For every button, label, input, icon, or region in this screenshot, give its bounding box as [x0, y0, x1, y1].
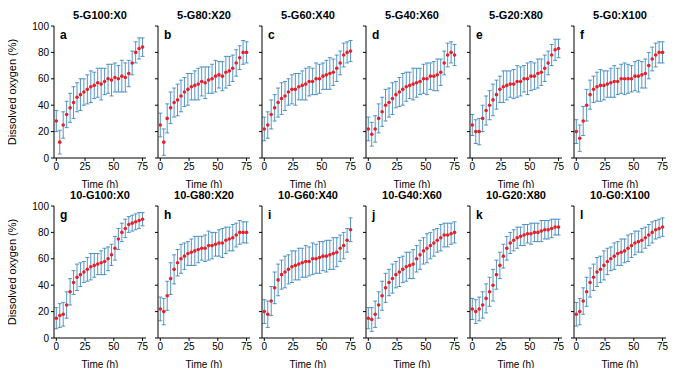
svg-text:0: 0 [43, 333, 49, 344]
svg-text:0: 0 [158, 161, 164, 172]
svg-text:25: 25 [599, 161, 611, 172]
html-text:10-G60:X40: 10-G60:X40 [278, 189, 338, 201]
svg-text:75: 75 [553, 161, 565, 172]
html-text:10-G0:X100: 10-G0:X100 [590, 189, 650, 201]
svg-text:Time (h): Time (h) [394, 359, 431, 368]
svg-text:0: 0 [574, 161, 580, 172]
svg-text:75: 75 [449, 161, 461, 172]
html-text:e: e [476, 28, 483, 42]
html-text:k: k [476, 208, 483, 222]
svg-text:0: 0 [366, 341, 372, 352]
svg-text:25: 25 [391, 161, 403, 172]
svg-text:50: 50 [524, 161, 536, 172]
svg-text:60: 60 [38, 73, 50, 84]
svg-text:75: 75 [657, 161, 669, 172]
svg-text:0: 0 [43, 153, 49, 164]
svg-text:0: 0 [262, 341, 268, 352]
html-text:c: c [268, 28, 275, 42]
svg-text:75: 75 [137, 161, 149, 172]
svg-text:25: 25 [287, 341, 299, 352]
svg-text:25: 25 [79, 161, 91, 172]
html-text:10-G80:X20: 10-G80:X20 [174, 189, 234, 201]
svg-text:0: 0 [54, 161, 60, 172]
html-text:f: f [580, 28, 584, 42]
svg-text:Time (h): Time (h) [82, 359, 119, 368]
svg-text:75: 75 [449, 341, 461, 352]
svg-text:75: 75 [241, 161, 253, 172]
svg-text:Time (h): Time (h) [498, 179, 535, 188]
svg-text:0: 0 [262, 161, 268, 172]
html-text:5-G60:X40: 5-G60:X40 [281, 9, 335, 21]
html-text:j: j [372, 208, 376, 222]
svg-text:75: 75 [553, 341, 565, 352]
html-text:g: g [60, 208, 68, 222]
svg-text:50: 50 [316, 161, 328, 172]
svg-text:100: 100 [32, 22, 49, 32]
html-text:5-G40:X60: 5-G40:X60 [385, 9, 439, 21]
svg-text:Time (h): Time (h) [498, 359, 535, 368]
svg-text:Dissolved oxygen (%): Dissolved oxygen (%) [8, 219, 18, 325]
html-text:5-G0:X100: 5-G0:X100 [593, 9, 647, 21]
svg-text:0: 0 [574, 341, 580, 352]
svg-text:Time (h): Time (h) [290, 179, 327, 188]
svg-text:50: 50 [524, 341, 536, 352]
svg-text:50: 50 [420, 341, 432, 352]
html-text:5-G100:X0: 5-G100:X0 [73, 9, 127, 21]
svg-text:50: 50 [316, 341, 328, 352]
svg-text:25: 25 [79, 341, 91, 352]
svg-text:75: 75 [345, 161, 357, 172]
html-text:10-G40:X60: 10-G40:X60 [382, 189, 442, 201]
svg-text:0: 0 [470, 341, 476, 352]
svg-text:0: 0 [470, 161, 476, 172]
svg-text:20: 20 [38, 126, 50, 137]
svg-text:25: 25 [495, 341, 507, 352]
svg-text:Time (h): Time (h) [394, 179, 431, 188]
svg-text:Time (h): Time (h) [602, 359, 639, 368]
svg-text:50: 50 [108, 341, 120, 352]
svg-text:75: 75 [657, 341, 669, 352]
svg-text:40: 40 [38, 100, 50, 111]
svg-text:20: 20 [38, 306, 50, 317]
svg-text:0: 0 [366, 161, 372, 172]
svg-text:80: 80 [38, 227, 50, 238]
svg-text:100: 100 [32, 202, 49, 212]
svg-text:50: 50 [628, 161, 640, 172]
svg-text:Time (h): Time (h) [186, 179, 223, 188]
svg-text:Dissolved oxygen (%): Dissolved oxygen (%) [8, 39, 18, 145]
html-text:l: l [580, 208, 584, 222]
svg-text:80: 80 [38, 47, 50, 58]
html-text:10-G20:X80: 10-G20:X80 [486, 189, 546, 201]
svg-text:0: 0 [54, 341, 60, 352]
svg-text:Time (h): Time (h) [186, 359, 223, 368]
html-text:a: a [60, 28, 67, 42]
svg-text:40: 40 [38, 280, 50, 291]
svg-text:25: 25 [599, 341, 611, 352]
svg-text:50: 50 [212, 161, 224, 172]
html-text:5-G20:X80: 5-G20:X80 [489, 9, 543, 21]
svg-text:50: 50 [108, 161, 120, 172]
svg-text:Time (h): Time (h) [602, 179, 639, 188]
svg-text:Time (h): Time (h) [82, 179, 119, 188]
svg-text:25: 25 [495, 161, 507, 172]
svg-text:25: 25 [183, 161, 195, 172]
svg-text:75: 75 [241, 341, 253, 352]
html-text:d: d [372, 28, 380, 42]
svg-text:60: 60 [38, 253, 50, 264]
svg-text:50: 50 [420, 161, 432, 172]
html-text:b: b [164, 28, 172, 42]
svg-text:75: 75 [345, 341, 357, 352]
html-text:h: h [164, 208, 172, 222]
svg-text:0: 0 [158, 341, 164, 352]
svg-text:25: 25 [183, 341, 195, 352]
svg-text:50: 50 [628, 341, 640, 352]
svg-text:75: 75 [137, 341, 149, 352]
html-text:i: i [268, 208, 272, 222]
html-text:10-G100:X0: 10-G100:X0 [70, 189, 130, 201]
html-text:5-G80:X20: 5-G80:X20 [177, 9, 231, 21]
svg-text:Time (h): Time (h) [290, 359, 327, 368]
svg-text:25: 25 [287, 161, 299, 172]
svg-text:25: 25 [391, 341, 403, 352]
svg-text:50: 50 [212, 341, 224, 352]
